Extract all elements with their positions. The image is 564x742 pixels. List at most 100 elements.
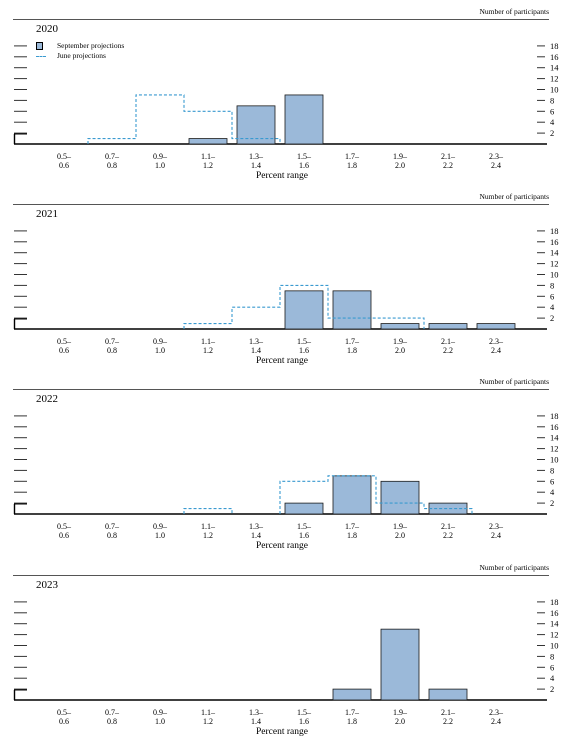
- x-tick-label-top: 0.5–: [57, 152, 72, 161]
- x-tick-label-top: 0.9–: [153, 708, 168, 717]
- x-tick-label-bottom: 2.0: [395, 531, 405, 540]
- bar-september-1.9–2.0: [380, 323, 420, 330]
- y-tick-label: 4: [550, 487, 555, 497]
- y-tick-label: 14: [550, 248, 559, 258]
- chart-title: 2021: [36, 208, 58, 220]
- x-tick-label-bottom: 1.4: [251, 531, 261, 540]
- x-tick-label-bottom: 0.6: [59, 717, 69, 726]
- y-tick-label: 4: [550, 302, 555, 312]
- x-tick-label-top: 1.7–: [345, 152, 360, 161]
- x-tick-label-top: 0.5–: [57, 337, 72, 346]
- x-tick-label-top: 1.1–: [201, 337, 216, 346]
- chart-panel-2023: Number of participants 2023 2 4 6 8 10 12 14 16 18…: [0, 556, 564, 741]
- x-tick-label-top: 1.7–: [345, 708, 360, 717]
- x-tick-label-bottom: 1.8: [347, 531, 357, 540]
- x-tick-label-bottom: 2.2: [443, 161, 453, 170]
- june-projections-outline: [183, 284, 425, 329]
- x-tick-label-bottom: 1.2: [203, 717, 213, 726]
- x-tick-label-bottom: 2.2: [443, 531, 453, 540]
- x-tick-label-bottom: 0.8: [107, 161, 117, 170]
- x-axis-label: Percent range: [256, 356, 308, 366]
- bar-september-1.7–1.8: [332, 290, 372, 330]
- x-tick-label-top: 2.3–: [489, 522, 504, 531]
- y-tick-label: 10: [550, 85, 559, 95]
- bar-september-1.7–1.8: [332, 688, 372, 701]
- x-tick-label-bottom: 1.4: [251, 161, 261, 170]
- y-tick-label: 6: [550, 662, 554, 672]
- x-tick-label-top: 1.7–: [345, 522, 360, 531]
- x-tick-label-bottom: 2.4: [491, 717, 501, 726]
- x-tick-label-bottom: 1.0: [155, 161, 165, 170]
- y-tick-label: 12: [550, 74, 559, 84]
- y-tick-label: 10: [550, 641, 559, 651]
- x-tick-label-bottom: 1.2: [203, 346, 213, 355]
- x-tick-label-top: 2.3–: [489, 152, 504, 161]
- x-axis-label: Percent range: [256, 171, 308, 181]
- x-tick-label-top: 1.3–: [249, 522, 264, 531]
- bar-september-1.5–1.6: [284, 94, 324, 145]
- x-tick-label-bottom: 0.8: [107, 531, 117, 540]
- x-tick-label-bottom: 2.0: [395, 717, 405, 726]
- legend-label: September projections: [57, 41, 125, 50]
- x-tick-label-top: 0.7–: [105, 708, 120, 717]
- units-label: Number of participants: [479, 377, 549, 386]
- x-tick-label-top: 2.1–: [441, 708, 456, 717]
- chart-panel-2021: Number of participants 2021 2 4 6 8 10 12 14 16 18…: [0, 185, 564, 370]
- x-tick-label-bottom: 0.6: [59, 346, 69, 355]
- x-tick-label-top: 0.7–: [105, 522, 120, 531]
- bar-september-1.3–1.4: [236, 105, 276, 145]
- y-tick-label: 2: [550, 684, 554, 694]
- x-tick-label-bottom: 0.8: [107, 346, 117, 355]
- x-tick-label-bottom: 1.2: [203, 531, 213, 540]
- x-tick-label-top: 0.9–: [153, 522, 168, 531]
- june-projections-outline: [87, 94, 281, 144]
- y-tick-label: 14: [550, 433, 559, 443]
- y-tick-label: 14: [550, 619, 559, 629]
- x-tick-label-bottom: 1.6: [299, 531, 309, 540]
- y-tick-label: 16: [550, 52, 559, 62]
- x-tick-label-top: 1.3–: [249, 337, 264, 346]
- bar-september-2.3–2.4: [476, 323, 516, 330]
- x-tick-label-bottom: 1.6: [299, 717, 309, 726]
- x-tick-label-top: 2.3–: [489, 708, 504, 717]
- panel-top-rule: [13, 19, 549, 20]
- panel-top-rule: [13, 389, 549, 390]
- y-tick-label: 8: [550, 651, 554, 661]
- chart-title: 2022: [36, 393, 58, 405]
- units-label: Number of participants: [479, 192, 549, 201]
- chart-plot-area: 246810121416180.5–0.60.7–0.80.9–1.01.1–1…: [13, 411, 559, 540]
- x-tick-label-bottom: 1.4: [251, 717, 261, 726]
- x-tick-label-bottom: 2.4: [491, 531, 501, 540]
- y-tick-label: 2: [550, 128, 554, 138]
- x-tick-label-top: 1.1–: [201, 522, 216, 531]
- y-tick-label: 2: [550, 498, 554, 508]
- bar-september-1.9–2.0: [380, 480, 420, 515]
- x-tick-label-top: 0.5–: [57, 522, 72, 531]
- chart-title: 2023: [36, 579, 58, 591]
- x-axis-label: Percent range: [256, 541, 308, 551]
- y-tick-label: 14: [550, 63, 559, 73]
- bar-september-2.1–2.2: [428, 323, 468, 330]
- x-tick-label-top: 2.1–: [441, 152, 456, 161]
- june-projections-outline: [183, 475, 473, 514]
- panel-top-rule: [13, 204, 549, 205]
- y-tick-label: 16: [550, 237, 559, 247]
- x-tick-label-bottom: 1.8: [347, 717, 357, 726]
- x-tick-label-bottom: 1.6: [299, 346, 309, 355]
- x-tick-label-top: 1.5–: [297, 708, 312, 717]
- bar-september-1.5–1.6: [284, 502, 324, 515]
- legend-item: June projections: [36, 51, 124, 61]
- x-tick-label-bottom: 0.6: [59, 161, 69, 170]
- chart-legend: September projections June projections: [36, 41, 124, 61]
- y-tick-label: 6: [550, 291, 554, 301]
- y-tick-label: 18: [550, 597, 559, 607]
- x-tick-label-bottom: 2.4: [491, 346, 501, 355]
- units-label: Number of participants: [479, 563, 549, 572]
- x-tick-label-bottom: 2.2: [443, 717, 453, 726]
- bar-september-2.1–2.2: [428, 688, 468, 701]
- y-tick-label: 18: [550, 41, 559, 51]
- x-tick-label-bottom: 2.2: [443, 346, 453, 355]
- y-tick-label: 2: [550, 313, 554, 323]
- y-tick-label: 6: [550, 476, 554, 486]
